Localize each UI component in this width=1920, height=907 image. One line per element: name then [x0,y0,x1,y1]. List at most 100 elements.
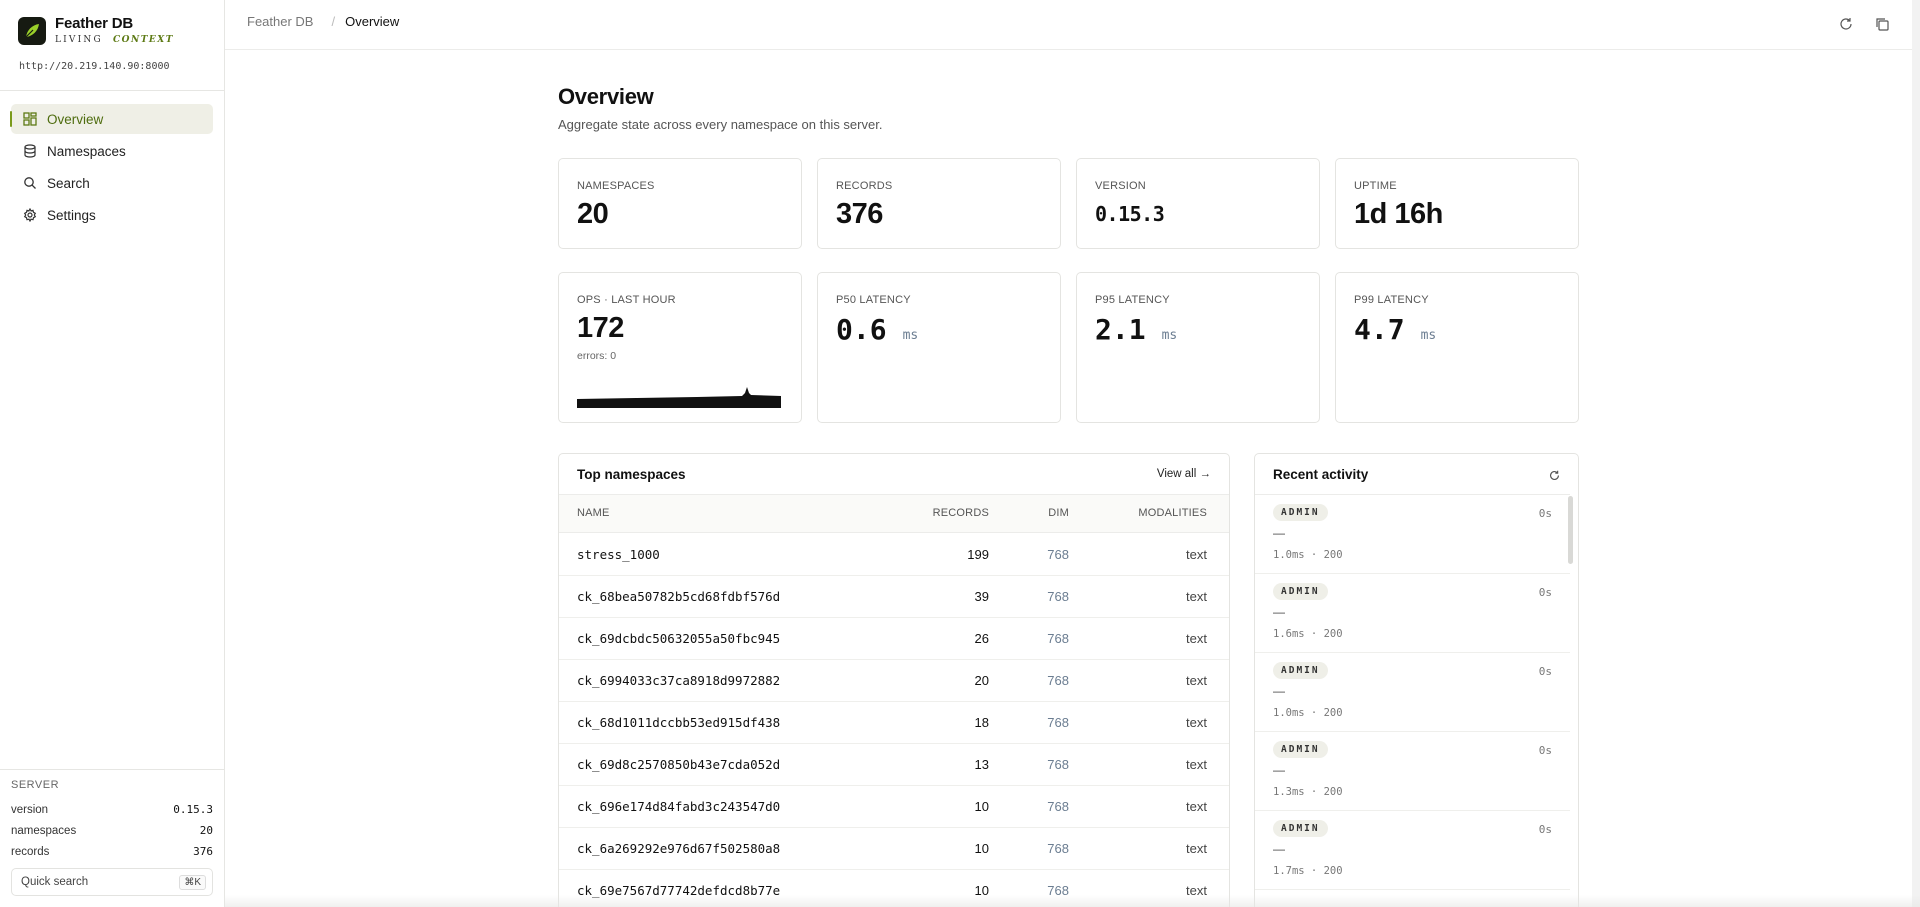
dim-cell: 768 [1047,715,1069,730]
stat-label: P50 LATENCY [836,294,911,306]
view-all-link[interactable]: View all → [1156,468,1211,480]
activity-time: 0s [1538,823,1552,836]
activity-item[interactable]: ADMIN 0s — 1.0ms · 200 [1255,653,1570,732]
brand[interactable]: Feather DB LIVING CONTEXT [18,15,174,45]
stat-label: RECORDS [836,180,893,192]
quick-search-label: Quick search [21,876,89,888]
page-scrollbar[interactable] [1912,0,1920,907]
sidebar-item-overview[interactable]: Overview [10,104,213,134]
activity-item[interactable]: ADMIN 0s — 1.3ms · 200 [1255,732,1570,811]
stat-card-version: VERSION 0.15.3 [1076,158,1320,249]
modalities-cell: text [1186,547,1207,562]
stat-value: 2.1 ms [1095,313,1177,346]
activity-meta: 1.7ms · 200 [1273,865,1343,877]
column-header-modalities[interactable]: MODALITIES [1138,507,1207,519]
column-header-records[interactable]: RECORDS [932,507,989,519]
activity-time: 0s [1538,744,1552,757]
activity-detail: — [1273,763,1285,777]
activity-scrollbar[interactable] [1568,496,1573,564]
activity-detail: — [1273,605,1285,619]
stat-label: VERSION [1095,180,1146,192]
namespace-name-cell: stress_1000 [577,547,660,562]
table-row[interactable]: ck_69e7567d77742defdcd8b77e 10 768 text [559,870,1229,907]
page-title: Overview [558,84,654,109]
table-row[interactable]: ck_68bea50782b5cd68fdbf576d 39 768 text [559,576,1229,618]
table-row[interactable]: ck_696e174d84fabd3c243547d0 10 768 text [559,786,1229,828]
column-header-dim[interactable]: DIM [1048,507,1069,519]
table-row[interactable]: ck_69d8c2570850b43e7cda052d 13 768 text [559,744,1229,786]
database-icon [24,144,36,158]
activity-refresh-button[interactable] [1544,465,1564,485]
latency-number: 2.1 [1095,313,1146,346]
stat-value: 376 [836,198,883,230]
server-namespaces-label: namespaces [11,824,77,837]
brand-tagline: LIVING CONTEXT [55,35,174,45]
table-row[interactable]: ck_69dcbdc50632055a50fbc945 26 768 text [559,618,1229,660]
dim-cell: 768 [1047,631,1069,646]
refresh-button[interactable] [1836,14,1856,34]
modalities-cell: text [1186,841,1207,856]
activity-item[interactable]: ADMIN 0s — 1.0ms · 200 [1255,495,1570,574]
copy-button[interactable] [1872,14,1892,34]
modalities-cell: text [1186,715,1207,730]
latency-number: 0.6 [836,313,887,346]
sidebar-item-label: Settings [47,207,96,223]
top-namespaces-panel: Top namespaces View all → NAME RECORDS D… [558,453,1230,907]
records-cell: 20 [974,673,989,688]
table-row[interactable]: stress_1000 199 768 text [559,534,1229,576]
latency-unit: ms [1161,328,1178,343]
namespace-name-cell: ck_69d8c2570850b43e7cda052d [577,757,781,772]
sidebar-item-namespaces[interactable]: Namespaces [11,136,213,166]
modalities-cell: text [1186,883,1207,898]
activity-list[interactable]: ADMIN 0s —1.0ms · 200 ADMIN 0s —1.6ms · 200 AD… [1255,494,1570,907]
modalities-cell: text [1186,631,1207,646]
activity-detail: — [1273,526,1285,540]
stat-card-namespaces: NAMESPACES 20 [558,158,802,249]
page-subtitle: Aggregate state across every namespace o… [558,117,883,132]
sidebar-item-label: Overview [47,111,104,127]
table-row[interactable]: ck_68d1011dccbb53ed915df438 18 768 text [559,702,1229,744]
server-version-value: 0.15.3 [173,803,213,816]
panel-title: Recent activity [1273,467,1369,482]
namespace-name-cell: ck_69dcbdc50632055a50fbc945 [577,631,781,646]
copy-icon [1876,18,1889,31]
dim-cell: 768 [1047,547,1069,562]
sidebar-divider [0,769,225,770]
dim-cell: 768 [1047,673,1069,688]
breadcrumb-root[interactable]: Feather DB [247,14,314,29]
dim-cell: 768 [1047,883,1069,898]
table-row[interactable]: ck_6994033c37ca8918d9972882 20 768 text [559,660,1229,702]
panel-title: Top namespaces [577,467,686,482]
ops-errors: errors: 0 [577,350,617,362]
activity-time: 0s [1538,665,1552,678]
stat-value: 0.15.3 [1095,202,1165,226]
dim-cell: 768 [1047,841,1069,856]
recent-activity-panel: Recent activity ADMIN 0s —1.0ms · 200 ADMIN… [1254,453,1579,907]
stat-value: 172 [577,312,624,344]
sidebar-item-label: Namespaces [47,143,126,159]
brand-tag-plain: LIVING [55,35,103,45]
server-version-label: version [11,803,49,816]
server-records-row: records 376 [11,841,213,862]
breadcrumb-current: Overview [345,14,400,29]
stat-label: P99 LATENCY [1354,294,1429,306]
ops-sparkline [577,387,781,408]
activity-item[interactable]: ADMIN 0s — 1.7ms · 200 [1255,811,1570,890]
quick-search-button[interactable]: Quick search ⌘K [11,868,213,896]
top-bar: Feather DB / Overview [225,0,1920,50]
column-header-name[interactable]: NAME [577,507,610,519]
activity-meta: 1.6ms · 200 [1273,628,1343,640]
dim-cell: 768 [1047,757,1069,772]
activity-time: 0s [1538,586,1552,599]
activity-item[interactable]: ADMIN 0s — 1.6ms · 200 [1255,574,1570,653]
stat-card-uptime: UPTIME 1d 16h [1335,158,1579,249]
table-row[interactable]: ck_6a269292e976d67f502580a8 10 768 text [559,828,1229,870]
sidebar-item-search[interactable]: Search [11,168,213,198]
role-badge: ADMIN [1273,504,1328,521]
sidebar-item-settings[interactable]: Settings [11,200,213,230]
grid-icon [23,112,37,126]
activity-detail: — [1273,842,1285,856]
dim-cell: 768 [1047,589,1069,604]
role-badge: ADMIN [1273,583,1328,600]
role-badge: ADMIN [1273,820,1328,837]
